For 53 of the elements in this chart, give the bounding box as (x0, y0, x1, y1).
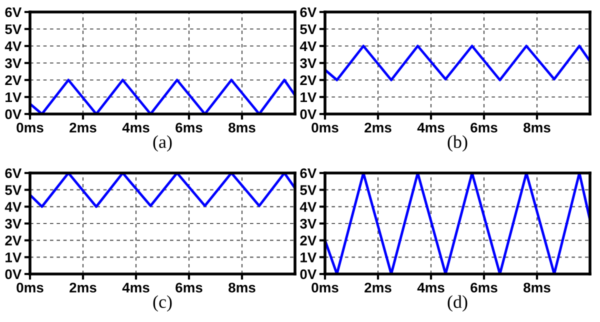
y-tick-label: 3V (300, 218, 317, 229)
y-tick-label: 3V (5, 58, 22, 68)
x-tick-label: 4ms (417, 282, 444, 293)
y-tick-label: 2V (300, 75, 317, 86)
x-axis-title: (a) (153, 135, 172, 152)
x-tick-label: 8ms (524, 282, 550, 293)
y-tick-label: 2V (5, 75, 22, 86)
y-tick-label: 4V (4, 202, 22, 212)
x-tick-label: 4ms (417, 122, 444, 133)
x-tick-label: 2ms (70, 282, 96, 293)
y-tick-label: 4V (300, 41, 317, 52)
x-tick-label: 4ms (122, 122, 150, 133)
y-tick-label: 6V (5, 7, 22, 18)
x-tick-label: 8ms (524, 122, 550, 133)
y-tick-label: 2V (5, 236, 22, 246)
x-tick-label: 0ms (16, 122, 44, 133)
y-tick-label: 6V (300, 168, 317, 178)
x-tick-label: 8ms (228, 122, 256, 133)
y-tick-label: 5V (5, 185, 22, 196)
y-tick-label: 0V (300, 109, 317, 120)
y-tick-label: 3V (300, 58, 317, 68)
y-tick-label: 1V (300, 252, 317, 262)
x-tick-label: 2ms (70, 122, 96, 133)
x-tick-label: 2ms (364, 282, 392, 293)
y-tick-label: 0V (300, 269, 317, 280)
x-tick-label: 6ms (470, 282, 498, 293)
y-tick-label: 5V (300, 185, 317, 196)
y-tick-label: 1V (6, 252, 22, 262)
x-tick-label: 6ms (470, 122, 498, 133)
y-tick-label: 4V (300, 202, 317, 212)
y-tick-label: 6V (5, 168, 22, 178)
y-tick-label: 4V (4, 41, 22, 52)
y-tick-label: 6V (300, 7, 317, 18)
x-axis-title: (c) (153, 295, 172, 312)
line-series (325, 44, 590, 82)
x-tick-label: 0ms (16, 282, 44, 293)
y-tick-label: 5V (300, 24, 317, 34)
x-tick-label: 8ms (228, 282, 256, 293)
x-tick-label: 2ms (364, 122, 392, 133)
x-tick-label: 6ms (176, 282, 202, 293)
x-tick-label: 4ms (122, 282, 150, 293)
y-tick-label: 1V (300, 92, 317, 102)
y-tick-label: 0V (5, 269, 22, 280)
y-tick-label: 0V (5, 109, 22, 120)
y-tick-label: 5V (5, 24, 22, 34)
x-axis-title: (d) (448, 295, 468, 312)
y-tick-label: 2V (300, 236, 317, 246)
x-axis-title: (b) (448, 135, 468, 152)
x-tick-label: 6ms (176, 122, 202, 133)
x-tick-label: 0ms (312, 122, 338, 133)
y-tick-label: 1V (6, 92, 22, 102)
y-tick-label: 3V (5, 218, 22, 229)
x-tick-label: 0ms (312, 282, 338, 293)
